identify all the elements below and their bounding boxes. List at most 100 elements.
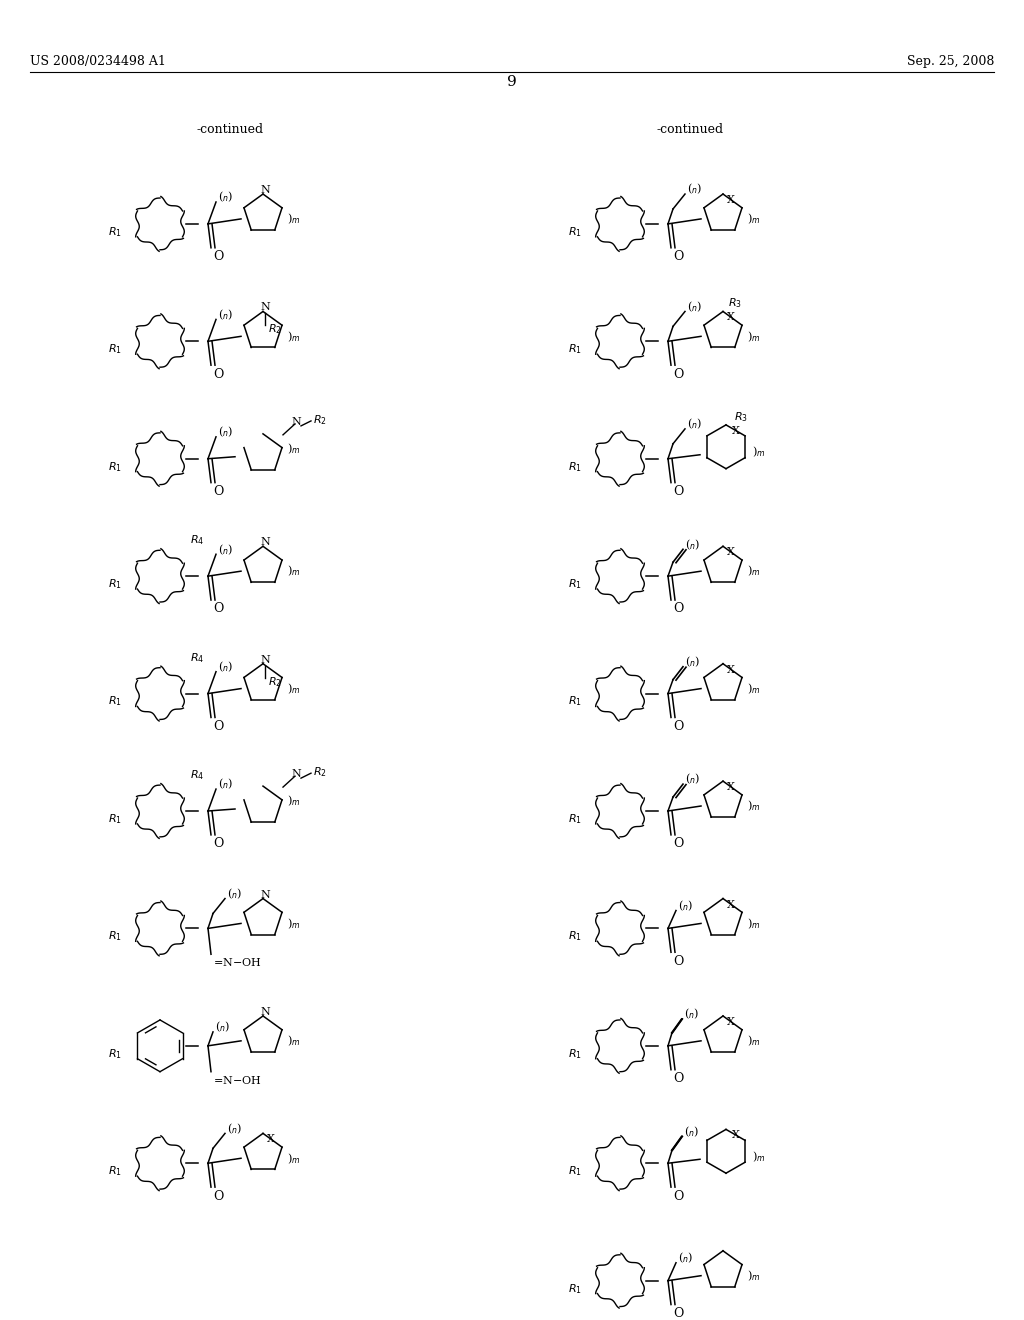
Text: ($_{n}$): ($_{n}$) — [227, 886, 243, 900]
Text: )$_m$: )$_m$ — [746, 1034, 761, 1048]
Text: )$_m$: )$_m$ — [287, 681, 300, 696]
Text: )$_m$: )$_m$ — [287, 916, 300, 931]
Text: $R_4$: $R_4$ — [189, 768, 204, 781]
Text: O: O — [673, 954, 683, 968]
Text: ($_{n}$): ($_{n}$) — [218, 425, 233, 440]
Text: )$_m$: )$_m$ — [752, 445, 766, 459]
Text: N: N — [260, 185, 270, 195]
Text: )$_m$: )$_m$ — [287, 211, 300, 226]
Text: $R_1$: $R_1$ — [568, 459, 582, 474]
Text: $R_1$: $R_1$ — [109, 812, 122, 826]
Text: )$_m$: )$_m$ — [746, 681, 761, 696]
Text: )$_m$: )$_m$ — [746, 211, 761, 226]
Text: X: X — [727, 195, 735, 205]
Text: O: O — [673, 602, 683, 615]
Text: O: O — [673, 1307, 683, 1320]
Text: ($_{n}$): ($_{n}$) — [687, 300, 702, 314]
Text: Sep. 25, 2008: Sep. 25, 2008 — [906, 55, 994, 69]
Text: ($_{n}$): ($_{n}$) — [678, 898, 693, 913]
Text: )$_m$: )$_m$ — [287, 1034, 300, 1048]
Text: $R_3$: $R_3$ — [734, 411, 748, 424]
Text: O: O — [673, 719, 683, 733]
Text: O: O — [213, 368, 223, 380]
Text: ($_{n}$): ($_{n}$) — [685, 772, 700, 787]
Text: O: O — [673, 251, 683, 263]
Text: ($_{n}$): ($_{n}$) — [218, 308, 233, 322]
Text: =N$-$OH: =N$-$OH — [213, 956, 261, 969]
Text: O: O — [213, 719, 223, 733]
Text: 9: 9 — [507, 75, 517, 88]
Text: $R_1$: $R_1$ — [568, 1047, 582, 1061]
Text: N: N — [260, 1007, 270, 1016]
Text: )$_m$: )$_m$ — [287, 441, 300, 457]
Text: N: N — [291, 770, 301, 779]
Text: -continued: -continued — [656, 123, 724, 136]
Text: $R_1$: $R_1$ — [568, 929, 582, 944]
Text: O: O — [213, 251, 223, 263]
Text: $R_4$: $R_4$ — [189, 533, 204, 548]
Text: N: N — [260, 302, 270, 313]
Text: $R_1$: $R_1$ — [568, 694, 582, 709]
Text: $R_1$: $R_1$ — [109, 929, 122, 944]
Text: $R_1$: $R_1$ — [109, 459, 122, 474]
Text: $R_1$: $R_1$ — [109, 1047, 122, 1061]
Text: X: X — [267, 1134, 274, 1144]
Text: )$_m$: )$_m$ — [287, 564, 300, 578]
Text: O: O — [213, 602, 223, 615]
Text: )$_m$: )$_m$ — [752, 1148, 766, 1163]
Text: ($_{n}$): ($_{n}$) — [218, 776, 233, 792]
Text: $R_2$: $R_2$ — [313, 413, 327, 426]
Text: ($_{n}$): ($_{n}$) — [215, 1019, 230, 1034]
Text: X: X — [727, 899, 735, 909]
Text: -continued: -continued — [197, 123, 263, 136]
Text: ($_{n}$): ($_{n}$) — [685, 537, 700, 552]
Text: N: N — [260, 890, 270, 899]
Text: $R_1$: $R_1$ — [568, 1164, 582, 1179]
Text: $R_2$: $R_2$ — [313, 766, 327, 779]
Text: ($_{n}$): ($_{n}$) — [684, 1125, 699, 1139]
Text: ($_{n}$): ($_{n}$) — [687, 182, 702, 197]
Text: $R_4$: $R_4$ — [189, 651, 204, 665]
Text: ($_{n}$): ($_{n}$) — [218, 543, 233, 557]
Text: $R_1$: $R_1$ — [568, 1282, 582, 1295]
Text: X: X — [732, 1130, 740, 1140]
Text: O: O — [213, 484, 223, 498]
Text: ($_{n}$): ($_{n}$) — [684, 1007, 699, 1022]
Text: N: N — [291, 417, 301, 426]
Text: )$_m$: )$_m$ — [746, 916, 761, 931]
Text: O: O — [673, 368, 683, 380]
Text: O: O — [673, 484, 683, 498]
Text: $R_3$: $R_3$ — [728, 297, 742, 310]
Text: $R_1$: $R_1$ — [109, 694, 122, 709]
Text: X: X — [727, 313, 735, 322]
Text: ($_{n}$): ($_{n}$) — [685, 655, 700, 669]
Text: $R_1$: $R_1$ — [568, 812, 582, 826]
Text: $R_2$: $R_2$ — [268, 675, 282, 689]
Text: N: N — [260, 655, 270, 665]
Text: $R_1$: $R_1$ — [109, 342, 122, 356]
Text: $R_1$: $R_1$ — [568, 342, 582, 356]
Text: $R_1$: $R_1$ — [109, 1164, 122, 1179]
Text: ($_{n}$): ($_{n}$) — [218, 660, 233, 675]
Text: X: X — [732, 426, 740, 436]
Text: )$_m$: )$_m$ — [287, 1151, 300, 1166]
Text: X: X — [727, 548, 735, 557]
Text: $R_1$: $R_1$ — [568, 224, 582, 239]
Text: ($_{n}$): ($_{n}$) — [687, 417, 702, 432]
Text: O: O — [673, 837, 683, 850]
Text: O: O — [213, 1189, 223, 1203]
Text: )$_m$: )$_m$ — [746, 564, 761, 578]
Text: )$_m$: )$_m$ — [746, 329, 761, 343]
Text: )$_m$: )$_m$ — [287, 793, 300, 808]
Text: X: X — [727, 665, 735, 675]
Text: $R_2$: $R_2$ — [268, 322, 282, 337]
Text: )$_m$: )$_m$ — [746, 1269, 761, 1283]
Text: )$_m$: )$_m$ — [746, 799, 761, 813]
Text: X: X — [727, 783, 735, 792]
Text: X: X — [727, 1016, 735, 1027]
Text: )$_m$: )$_m$ — [287, 329, 300, 343]
Text: ($_{n}$): ($_{n}$) — [218, 190, 233, 205]
Text: N: N — [260, 537, 270, 548]
Text: ($_{n}$): ($_{n}$) — [678, 1250, 693, 1265]
Text: O: O — [213, 837, 223, 850]
